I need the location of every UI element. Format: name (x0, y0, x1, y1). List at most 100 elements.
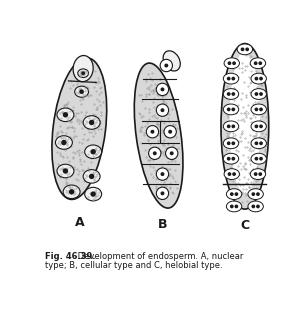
Ellipse shape (223, 153, 239, 164)
Circle shape (251, 192, 255, 196)
Ellipse shape (250, 169, 265, 180)
Circle shape (234, 192, 238, 196)
Circle shape (91, 149, 96, 154)
Circle shape (251, 204, 255, 208)
Circle shape (81, 71, 85, 75)
Ellipse shape (83, 116, 100, 129)
Circle shape (259, 157, 263, 161)
Circle shape (227, 107, 231, 111)
Circle shape (259, 141, 263, 145)
Circle shape (160, 88, 164, 91)
Circle shape (160, 172, 164, 176)
Ellipse shape (83, 169, 100, 183)
Ellipse shape (57, 164, 74, 178)
Circle shape (166, 147, 178, 159)
Circle shape (89, 174, 94, 179)
Ellipse shape (226, 189, 242, 199)
Ellipse shape (251, 121, 266, 132)
Circle shape (234, 204, 238, 208)
Ellipse shape (223, 89, 239, 100)
Circle shape (258, 61, 262, 65)
Circle shape (254, 172, 257, 176)
Circle shape (232, 172, 236, 176)
Ellipse shape (223, 121, 239, 132)
Circle shape (153, 151, 157, 155)
Circle shape (79, 89, 84, 94)
Circle shape (254, 124, 258, 128)
Ellipse shape (224, 58, 240, 69)
Circle shape (231, 77, 235, 81)
Circle shape (160, 108, 164, 112)
Ellipse shape (251, 89, 266, 100)
Circle shape (231, 107, 235, 111)
Ellipse shape (134, 63, 183, 208)
Circle shape (156, 168, 169, 180)
Circle shape (69, 189, 74, 194)
Circle shape (228, 172, 231, 176)
Ellipse shape (226, 201, 242, 212)
Ellipse shape (223, 138, 239, 149)
Ellipse shape (55, 136, 72, 149)
Circle shape (259, 92, 263, 96)
Ellipse shape (251, 138, 266, 149)
Ellipse shape (78, 69, 89, 77)
Circle shape (63, 112, 68, 117)
Circle shape (231, 124, 235, 128)
Ellipse shape (237, 44, 253, 55)
Circle shape (149, 147, 161, 159)
Circle shape (227, 92, 231, 96)
Circle shape (151, 130, 154, 134)
Ellipse shape (251, 104, 266, 115)
Ellipse shape (221, 43, 269, 209)
Ellipse shape (229, 51, 260, 194)
Circle shape (241, 48, 245, 51)
Circle shape (254, 157, 258, 161)
Circle shape (259, 77, 263, 81)
Ellipse shape (224, 169, 240, 180)
Circle shape (254, 61, 257, 65)
Text: type; B, cellular type and C, helobial type.: type; B, cellular type and C, helobial t… (46, 261, 223, 270)
Ellipse shape (57, 108, 74, 122)
Circle shape (168, 130, 172, 134)
Ellipse shape (52, 58, 107, 199)
Text: A: A (75, 216, 84, 229)
Circle shape (164, 64, 168, 67)
Circle shape (259, 124, 263, 128)
Circle shape (230, 204, 234, 208)
Circle shape (254, 107, 258, 111)
Ellipse shape (63, 185, 80, 198)
Circle shape (63, 168, 68, 174)
Circle shape (160, 192, 164, 195)
Circle shape (254, 77, 258, 81)
Circle shape (227, 77, 231, 81)
Circle shape (258, 172, 262, 176)
Ellipse shape (248, 201, 263, 212)
Text: C: C (240, 219, 249, 232)
Circle shape (256, 204, 260, 208)
Circle shape (156, 104, 169, 116)
Circle shape (170, 151, 174, 155)
Circle shape (232, 61, 236, 65)
Ellipse shape (223, 73, 239, 84)
Ellipse shape (85, 145, 102, 158)
Ellipse shape (251, 73, 266, 84)
Circle shape (245, 48, 249, 51)
Circle shape (227, 124, 231, 128)
Circle shape (160, 59, 172, 72)
Ellipse shape (250, 58, 265, 69)
Circle shape (227, 157, 231, 161)
Circle shape (259, 107, 263, 111)
Circle shape (156, 83, 169, 95)
Ellipse shape (223, 104, 239, 115)
Ellipse shape (75, 86, 89, 97)
Circle shape (227, 141, 231, 145)
Circle shape (231, 92, 235, 96)
Circle shape (228, 61, 231, 65)
Circle shape (89, 120, 94, 125)
Circle shape (230, 192, 234, 196)
Circle shape (164, 126, 176, 138)
Circle shape (91, 192, 96, 197)
Circle shape (156, 187, 169, 199)
Circle shape (231, 141, 235, 145)
Circle shape (61, 140, 67, 145)
